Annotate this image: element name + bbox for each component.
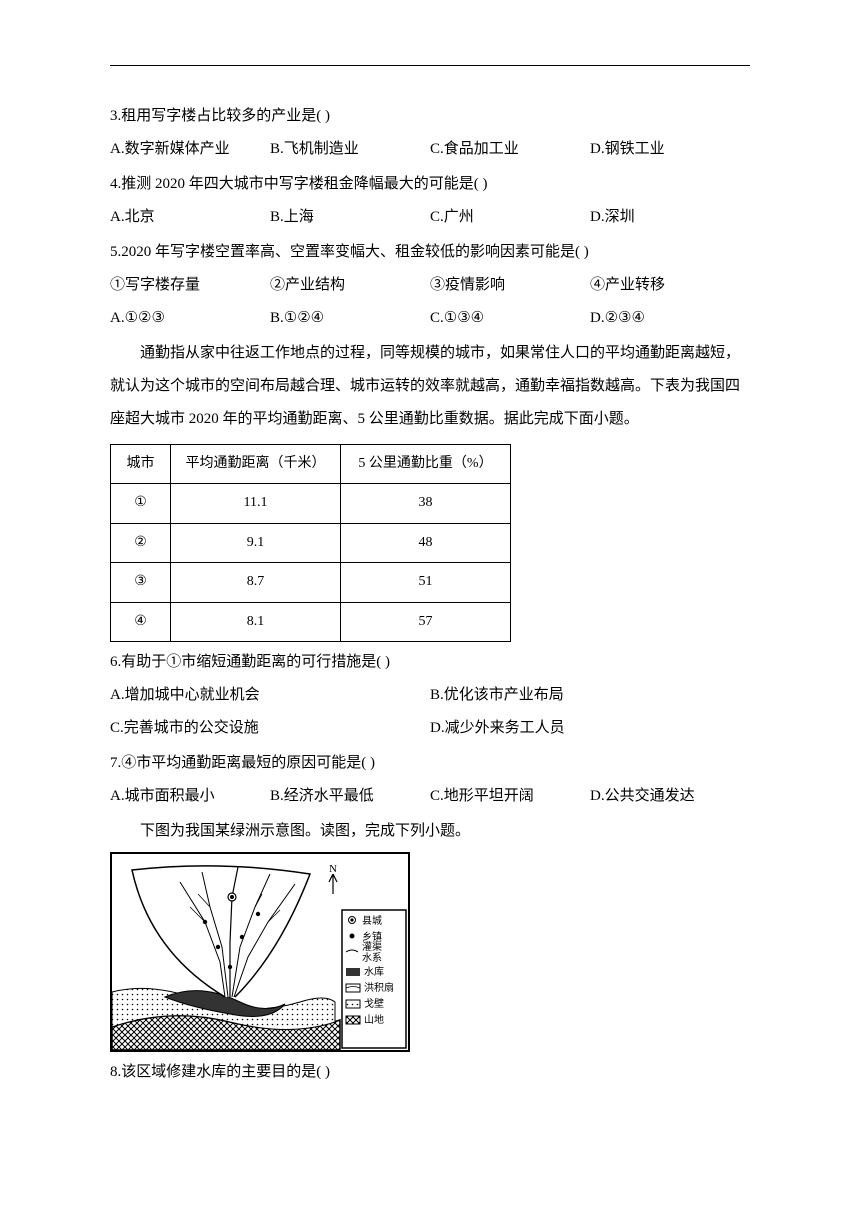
factor-1: ①写字楼存量: [110, 269, 270, 302]
table-cell: ③: [111, 563, 171, 602]
table-row: ④ 8.1 57: [111, 602, 511, 641]
question-7: 7.④市平均通勤距离最短的原因可能是( ) A.城市面积最小 B.经济水平最低 …: [110, 747, 750, 813]
table-cell: 11.1: [171, 484, 341, 523]
table-header: 5 公里通勤比重（%）: [341, 445, 511, 484]
option-d: D.公共交通发达: [590, 780, 750, 813]
table-cell: 8.1: [171, 602, 341, 641]
commute-table: 城市 平均通勤距离（千米） 5 公里通勤比重（%） ① 11.1 38 ② 9.…: [110, 444, 511, 642]
question-options: A.①②③ B.①②④ C.①③④ D.②③④: [110, 302, 750, 335]
option-d: D.深圳: [590, 201, 750, 234]
option-b: B.飞机制造业: [270, 133, 430, 166]
table-cell: 38: [341, 484, 511, 523]
question-stem: 6.有助于①市缩短通勤距离的可行措施是( ): [110, 646, 750, 679]
question-stem: 8.该区域修建水库的主要目的是( ): [110, 1056, 750, 1089]
question-4: 4.推测 2020 年四大城市中写字楼租金降幅最大的可能是( ) A.北京 B.…: [110, 168, 750, 234]
option-a: A.数字新媒体产业: [110, 133, 270, 166]
question-options: A.北京 B.上海 C.广州 D.深圳: [110, 201, 750, 234]
table-row: ② 9.1 48: [111, 523, 511, 562]
legend-reservoir: 水库: [364, 965, 384, 978]
legend-county: 县城: [362, 915, 382, 927]
question-8: 8.该区域修建水库的主要目的是( ): [110, 1056, 750, 1089]
table-cell: 9.1: [171, 523, 341, 562]
table-cell: 51: [341, 563, 511, 602]
legend-canal: 灌渠: [362, 941, 382, 953]
legend-gobi: 戈壁: [364, 997, 384, 1010]
factor-4: ④产业转移: [590, 269, 750, 302]
option-a: A.①②③: [110, 302, 270, 335]
question-stem: 7.④市平均通勤距离最短的原因可能是( ): [110, 747, 750, 780]
question-stem: 5.2020 年写字楼空置率高、空置率变幅大、租金较低的影响因素可能是( ): [110, 236, 750, 269]
question-options: A.城市面积最小 B.经济水平最低 C.地形平坦开阔 D.公共交通发达: [110, 780, 750, 813]
table-cell: 8.7: [171, 563, 341, 602]
table-cell: 48: [341, 523, 511, 562]
table-cell: 57: [341, 602, 511, 641]
option-c: C.地形平坦开阔: [430, 780, 590, 813]
option-a: A.北京: [110, 201, 270, 234]
oasis-map: N 县城 乡镇 灌渠 水系 水库 洪积扇 戈壁 山地: [110, 852, 750, 1052]
figure-intro: 下图为我国某绿洲示意图。读图，完成下列小题。: [110, 815, 750, 848]
question-options: A.增加城中心就业机会 B.优化该市产业布局 C.完善城市的公交设施 D.减少外…: [110, 679, 750, 745]
table-header: 平均通勤距离（千米）: [171, 445, 341, 484]
factor-2: ②产业结构: [270, 269, 430, 302]
table-cell: ②: [111, 523, 171, 562]
option-d: D.钢铁工业: [590, 133, 750, 166]
option-a: A.增加城中心就业机会: [110, 679, 430, 712]
table-header: 城市: [111, 445, 171, 484]
table-row: ① 11.1 38: [111, 484, 511, 523]
table-row: ③ 8.7 51: [111, 563, 511, 602]
legend-alluvial: 洪积扇: [364, 981, 394, 994]
question-6: 6.有助于①市缩短通勤距离的可行措施是( ) A.增加城中心就业机会 B.优化该…: [110, 646, 750, 745]
option-c: C.①③④: [430, 302, 590, 335]
option-b: B.①②④: [270, 302, 430, 335]
question-5: 5.2020 年写字楼空置率高、空置率变幅大、租金较低的影响因素可能是( ) ①…: [110, 236, 750, 335]
table-cell: ④: [111, 602, 171, 641]
map-svg: N 县城 乡镇 灌渠 水系 水库 洪积扇 戈壁 山地: [110, 852, 410, 1052]
question-stem: 3.租用写字楼占比较多的产业是( ): [110, 100, 750, 133]
question-3: 3.租用写字楼占比较多的产业是( ) A.数字新媒体产业 B.飞机制造业 C.食…: [110, 100, 750, 166]
option-c: C.广州: [430, 201, 590, 234]
question-stem: 4.推测 2020 年四大城市中写字楼租金降幅最大的可能是( ): [110, 168, 750, 201]
option-b: B.上海: [270, 201, 430, 234]
passage-intro: 通勤指从家中往返工作地点的过程，同等规模的城市，如果常住人口的平均通勤距离越短，…: [110, 337, 750, 436]
option-a: A.城市面积最小: [110, 780, 270, 813]
option-c: C.完善城市的公交设施: [110, 712, 430, 745]
option-d: D.减少外来务工人员: [430, 712, 750, 745]
question-factors: ①写字楼存量 ②产业结构 ③疫情影响 ④产业转移: [110, 269, 750, 302]
option-b: B.经济水平最低: [270, 780, 430, 813]
question-options: A.数字新媒体产业 B.飞机制造业 C.食品加工业 D.钢铁工业: [110, 133, 750, 166]
option-b: B.优化该市产业布局: [430, 679, 750, 712]
legend-canal2: 水系: [362, 952, 382, 964]
table-cell: ①: [111, 484, 171, 523]
factor-3: ③疫情影响: [430, 269, 590, 302]
option-c: C.食品加工业: [430, 133, 590, 166]
option-d: D.②③④: [590, 302, 750, 335]
north-label: N: [329, 863, 337, 875]
legend-mountain: 山地: [364, 1013, 384, 1026]
